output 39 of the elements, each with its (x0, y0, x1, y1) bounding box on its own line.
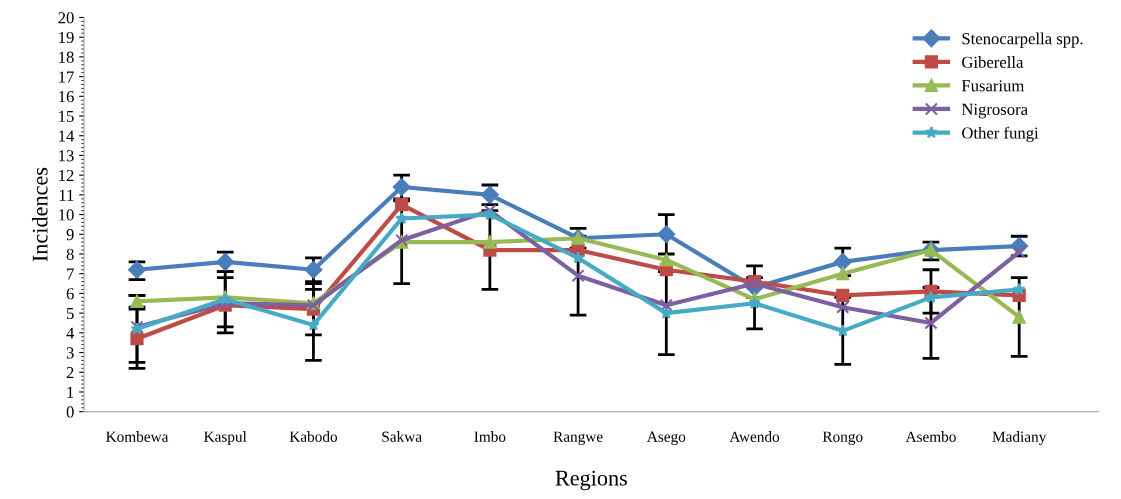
x-tick-label: Kaspul (204, 431, 247, 445)
y-tick-label: 18 (59, 51, 74, 63)
legend-label: Other fungi (962, 126, 1039, 143)
y-tick-label: 10 (59, 209, 74, 221)
y-tick-label: 12 (59, 169, 74, 181)
x-tick-label: Kombewa (106, 431, 169, 442)
y-tick-label: 17 (59, 71, 74, 83)
y-tick-label: 14 (59, 130, 75, 142)
legend-label: Giberella (962, 56, 1024, 68)
y-tick-label: 0 (66, 406, 74, 418)
x-axis-title: Regions (555, 470, 627, 491)
x-tick-label: Rangwe (553, 431, 603, 445)
y-tick-label: 8 (66, 248, 74, 260)
x-tick-label: Asembo (905, 431, 956, 442)
x-tick-label: Madiany (992, 431, 1047, 446)
y-tick-label: 9 (66, 229, 74, 241)
y-tick-label: 1 (67, 386, 74, 398)
y-tick-label: 6 (66, 288, 74, 300)
y-tick-label: 4 (66, 327, 75, 339)
legend-label: Fusarium (961, 80, 1025, 92)
y-tick-label: 16 (59, 91, 74, 103)
y-tick-label: 13 (59, 150, 74, 162)
y-tick-label: 15 (59, 110, 74, 122)
x-tick-label: Awendo (729, 431, 780, 442)
x-tick-label: Asego (646, 431, 686, 445)
x-tick-label: Sakwa (382, 431, 422, 442)
x-tick-label: Rongo (822, 431, 863, 445)
x-tick-label: Imbo (474, 431, 506, 442)
x-tick-label: Kabodo (289, 431, 338, 442)
legend-label: Stenocarpella spp. (962, 32, 1083, 48)
legend-label: Nigrosora (961, 103, 1028, 119)
y-tick-label: 19 (59, 31, 74, 44)
y-tick-label: 2 (66, 367, 74, 379)
y-tick-label: 20 (58, 12, 74, 24)
y-tick-label: 5 (66, 307, 74, 320)
y-tick-label: 7 (67, 268, 74, 280)
y-tick-label: 11 (59, 189, 74, 201)
y-tick-label: 3 (66, 347, 74, 359)
y-axis-title: Incidences (31, 167, 48, 262)
